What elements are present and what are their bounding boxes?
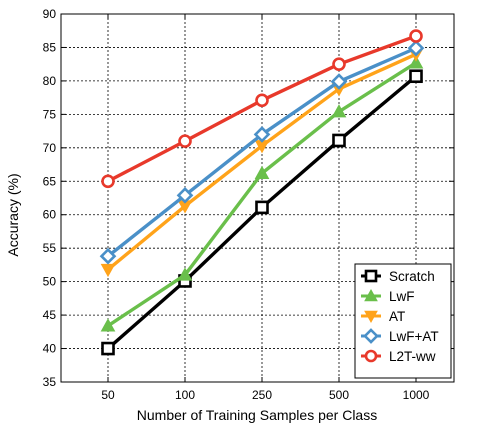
legend-label: LwF [389, 289, 415, 304]
x-tick-label: 250 [252, 388, 272, 402]
legend-marker [364, 310, 378, 324]
data-point [101, 174, 115, 189]
data-point [100, 318, 116, 332]
legend-label: Scratch [389, 269, 435, 284]
y-tick-label: 40 [43, 342, 57, 356]
data-point [101, 341, 115, 356]
data-point [254, 165, 270, 179]
x-tick-label: 50 [101, 388, 115, 402]
data-point [409, 29, 423, 43]
data-point [409, 69, 423, 84]
legend-label: L2T-ww [389, 349, 436, 364]
data-point [407, 39, 425, 57]
data-point [331, 104, 347, 118]
legend-marker [363, 328, 379, 344]
data-point [253, 126, 271, 143]
legend: Scratch LwF AT LwF+AT L2T-ww [354, 263, 452, 379]
series-scratch [101, 69, 423, 356]
y-tick-label: 85 [43, 40, 57, 54]
data-point [255, 200, 269, 215]
x-tick-label: 500 [329, 388, 349, 402]
data-point [332, 133, 346, 148]
y-tick-label: 75 [43, 107, 57, 121]
data-point [177, 267, 193, 281]
data-point [330, 73, 348, 90]
series-lwf [100, 55, 424, 332]
y-tick-label: 80 [43, 74, 57, 88]
legend-label: LwF+AT [389, 329, 439, 344]
data-point [408, 55, 424, 69]
series-l2t-ww [101, 29, 423, 189]
data-point [99, 247, 117, 265]
y-tick-label: 60 [43, 208, 57, 222]
data-point [178, 134, 192, 148]
legend-marker [364, 349, 378, 363]
legend-label: AT [389, 309, 405, 324]
legend-marker [364, 269, 378, 283]
legend-marker [364, 288, 378, 302]
x-tick-label: 1000 [403, 388, 430, 402]
data-point [255, 93, 269, 108]
y-tick-label: 35 [43, 375, 57, 389]
y-tick-label: 50 [43, 275, 57, 289]
y-tick-label: 55 [43, 241, 57, 255]
y-tick-label: 70 [43, 141, 57, 155]
plot-frame [60, 13, 455, 383]
series-layer [99, 29, 425, 356]
y-tick-label: 90 [43, 7, 57, 21]
x-axis-title: Number of Training Samples per Class [137, 407, 377, 423]
data-point [176, 186, 194, 204]
axes: 35 40 45 50 55 60 65 70 75 80 85 90 50 100 250 500 1000 [43, 7, 455, 402]
x-tick-label: 100 [175, 388, 195, 402]
data-point [332, 57, 346, 71]
data-point [100, 263, 116, 278]
y-tick-label: 65 [43, 174, 57, 188]
y-axis-title: Accuracy (%) [5, 173, 21, 256]
series-lwf-at [99, 39, 425, 265]
y-tick-label: 45 [43, 308, 57, 322]
